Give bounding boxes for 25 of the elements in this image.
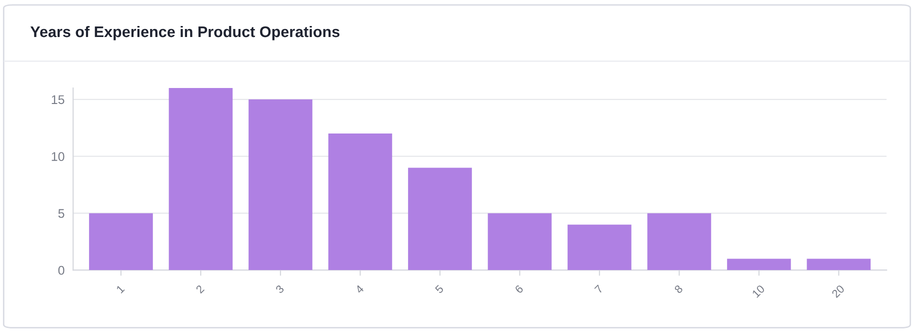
- bar: [168, 88, 233, 270]
- x-tick-label: 3: [275, 284, 284, 294]
- x-tick-label: 4: [354, 284, 364, 294]
- x-tick-label: 5: [434, 284, 444, 294]
- bar: [568, 224, 632, 270]
- bar: [408, 168, 472, 270]
- bar: [806, 258, 871, 270]
- x-tick-label: 7: [594, 284, 604, 294]
- chart-title: Years of Experience in Product Operations: [30, 26, 340, 40]
- x-tick-label: 10: [752, 284, 766, 298]
- y-tick-label: 10: [52, 152, 64, 161]
- bar: [488, 213, 552, 270]
- bar: [727, 258, 791, 270]
- bar: [89, 213, 153, 270]
- x-tick-label: 20: [831, 284, 845, 298]
- y-tick-label: 15: [52, 95, 64, 104]
- x-tick-label: 1: [116, 284, 125, 294]
- x-tick-label: 2: [195, 284, 205, 294]
- x-tick-label: 8: [674, 284, 684, 294]
- bar: [328, 134, 392, 270]
- y-tick-label: 0: [58, 266, 64, 275]
- bar: [248, 99, 312, 270]
- y-tick-label: 5: [58, 209, 64, 218]
- x-tick-label: 6: [514, 284, 524, 294]
- bar: [647, 213, 712, 270]
